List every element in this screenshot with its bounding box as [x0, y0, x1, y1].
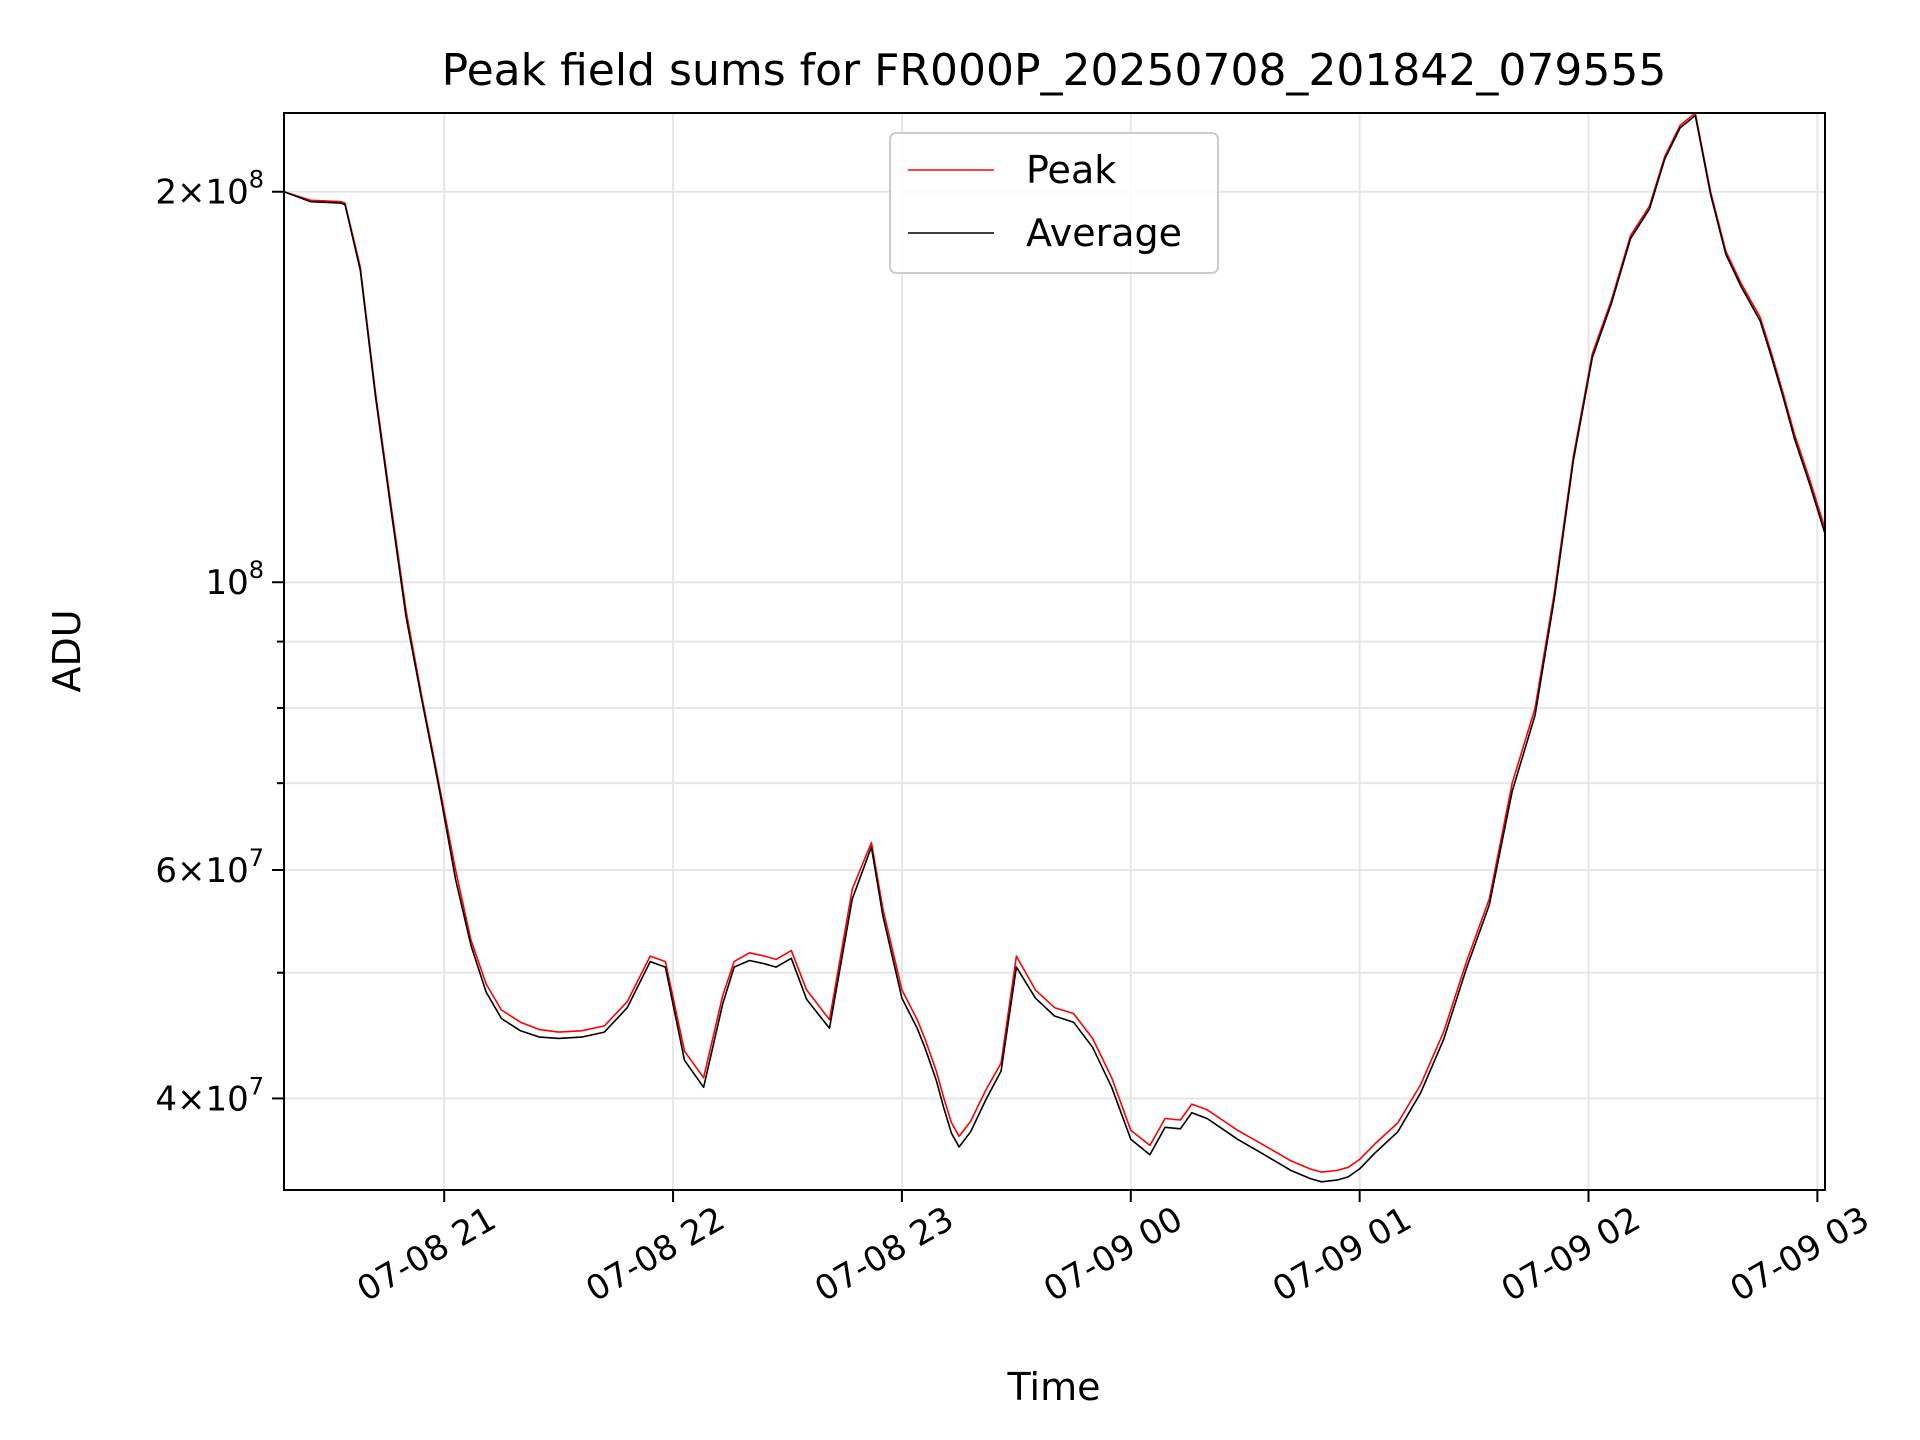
- legend-box: [889, 132, 1219, 274]
- legend-label-peak: Peak: [1026, 148, 1116, 192]
- legend: Peak Average: [889, 132, 1219, 274]
- y-tick-label: 2×108: [155, 166, 264, 213]
- chart-title: Peak field sums for FR000P_20250708_2018…: [442, 45, 1667, 96]
- y-tick-label: 6×107: [155, 844, 264, 891]
- y-axis-label: ADU: [45, 609, 89, 692]
- plot-series: [283, 112, 1826, 1183]
- y-tick-label: 4×107: [155, 1072, 264, 1119]
- series-line-average: [283, 114, 1826, 1183]
- legend-label-average: Average: [1026, 211, 1182, 255]
- plot-area-frame: [283, 112, 1826, 1191]
- x-axis-label: Time: [1007, 1365, 1101, 1409]
